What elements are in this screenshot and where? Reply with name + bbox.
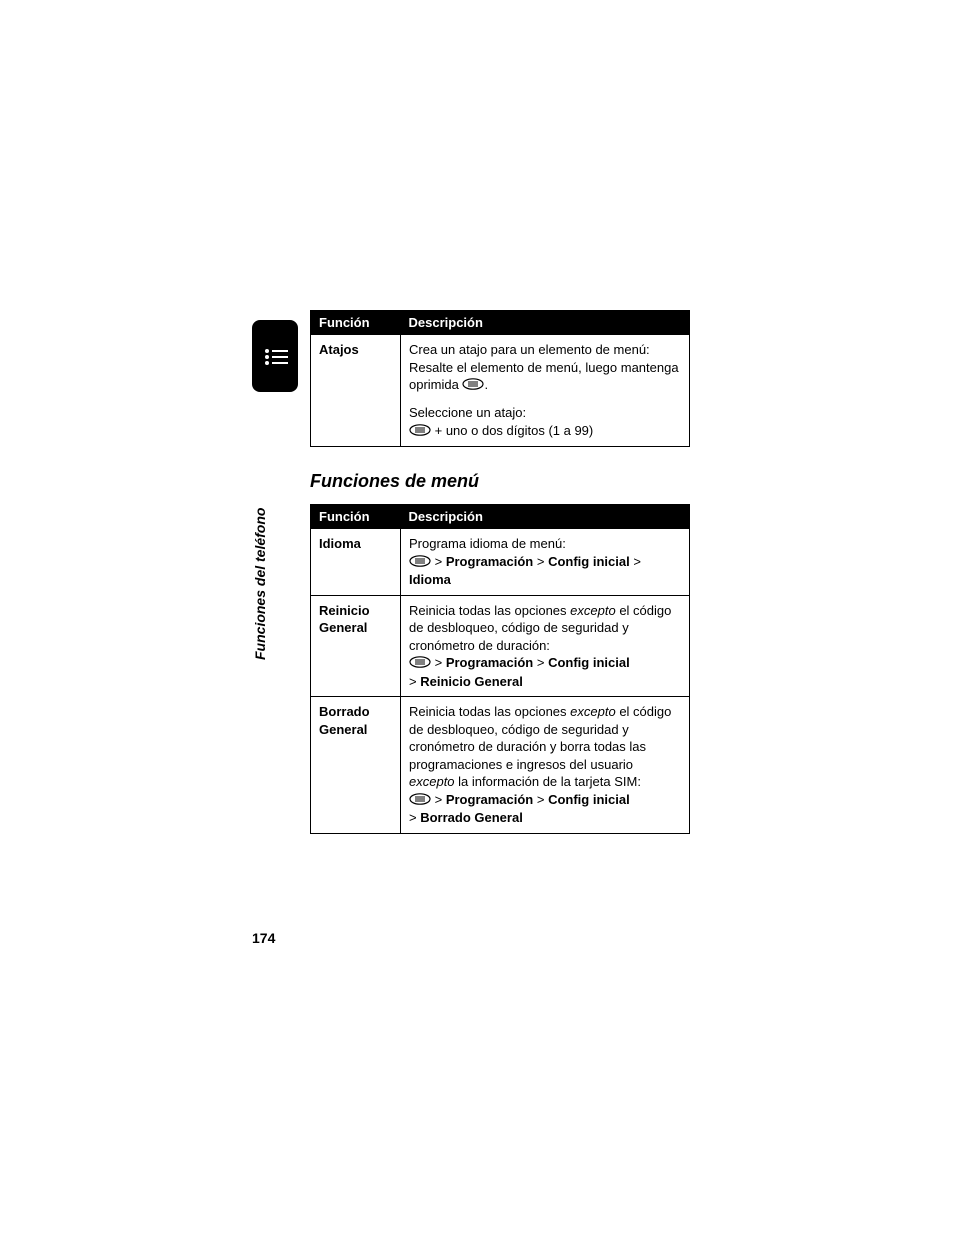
row-desc-atajos: Crea un atajo para un elemento de menú: … [401,335,690,447]
menu-key-icon [462,377,484,395]
menu-key-icon [409,554,431,572]
desc-em1: excepto [570,704,616,719]
desc-em: excepto [570,603,616,618]
desc-text: Programa idioma de menú: [409,536,566,551]
path-config-inicial: Config inicial [548,655,630,670]
fn-line2: General [319,620,367,635]
path-reinicio-general: Reinicio General [420,674,523,689]
shortcuts-table: Función Descripción Atajos Crea un atajo… [310,310,690,447]
path-sep: > [533,655,548,670]
fn-line1: Borrado [319,704,370,719]
path-sep: > [431,554,446,569]
row-fn-atajos: Atajos [311,335,401,447]
row-fn-idioma: Idioma [311,529,401,595]
desc-em2: excepto [409,774,455,789]
col-header-descripcion: Descripción [401,505,690,529]
path-programacion: Programación [446,554,533,569]
desc-post: la información de la tarjeta SIM: [455,774,641,789]
menu-key-icon [409,792,431,810]
table-row: Atajos Crea un atajo para un elemento de… [311,335,690,447]
path-sep: > [533,792,548,807]
desc-pre: Reinicia todas las opciones [409,603,570,618]
path-sep: > [431,655,446,670]
path-sep: > [533,554,548,569]
col-header-descripcion: Descripción [401,311,690,335]
desc-select-label: Seleccione un atajo: [409,405,526,420]
side-tab [252,320,298,392]
menu-key-icon [409,655,431,673]
menu-functions-table: Función Descripción Idioma Programa idio… [310,504,690,834]
fn-line1: Reinicio [319,603,370,618]
fn-line2: General [319,722,367,737]
list-icon [264,348,290,366]
row-desc-borrado: Reinicia todas las opciones excepto el c… [401,697,690,834]
side-section-label: Funciones del teléfono [252,508,268,660]
section-heading-funciones-menu: Funciones de menú [310,471,690,492]
path-sep: > [431,792,446,807]
desc-pre: Reinicia todas las opciones [409,704,570,719]
table-row: Reinicio General Reinicia todas las opci… [311,595,690,697]
row-fn-borrado: Borrado General [311,697,401,834]
row-desc-idioma: Programa idioma de menú: > Programación … [401,529,690,595]
table-row: Borrado General Reinicia todas las opcio… [311,697,690,834]
desc-text-end: . [484,377,488,392]
path-programacion: Programación [446,655,533,670]
row-desc-reinicio: Reinicia todas las opciones excepto el c… [401,595,690,697]
path-config-inicial: Config inicial [548,554,630,569]
path-borrado-general: Borrado General [420,810,523,825]
path-idioma: Idioma [409,572,451,587]
desc-text: Crea un atajo para un elemento de menú: … [409,342,679,392]
page-number: 174 [252,930,275,946]
path-sep: > [630,554,641,569]
page-content: Función Descripción Atajos Crea un atajo… [310,310,690,834]
path-sep2: > [409,674,420,689]
table-row: Idioma Programa idioma de menú: > Progra… [311,529,690,595]
path-sep2: > [409,810,420,825]
path-config-inicial: Config inicial [548,792,630,807]
col-header-funcion: Función [311,311,401,335]
menu-key-icon [409,423,431,441]
col-header-funcion: Función [311,505,401,529]
desc-digits: + uno o dos dígitos (1 a 99) [431,423,593,438]
path-programacion: Programación [446,792,533,807]
row-fn-reinicio: Reinicio General [311,595,401,697]
